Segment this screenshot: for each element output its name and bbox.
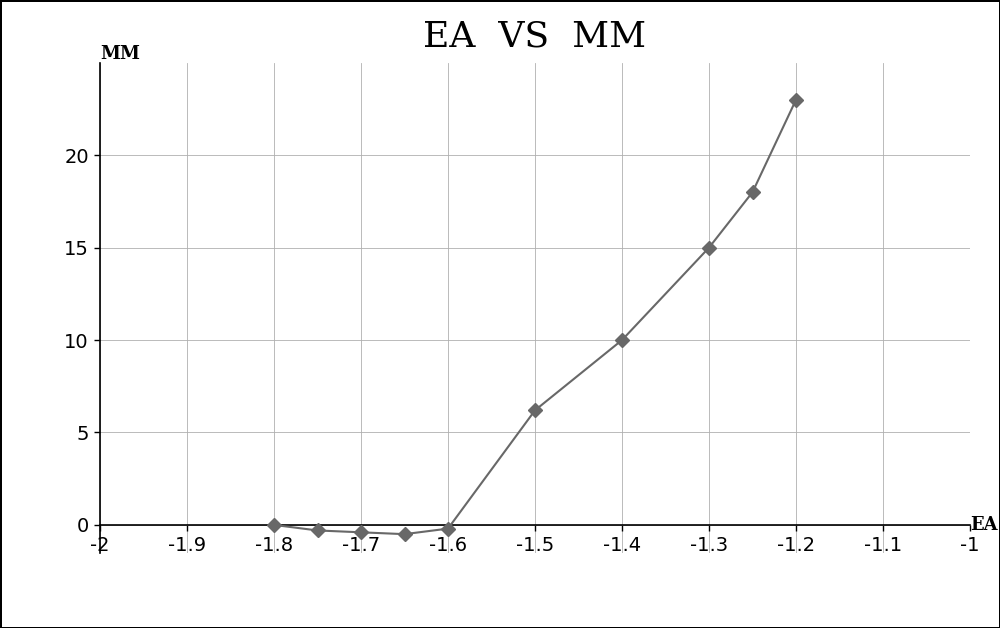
Text: MM: MM (100, 45, 140, 63)
Text: EA: EA (970, 516, 998, 534)
Title: EA  VS  MM: EA VS MM (423, 19, 647, 53)
